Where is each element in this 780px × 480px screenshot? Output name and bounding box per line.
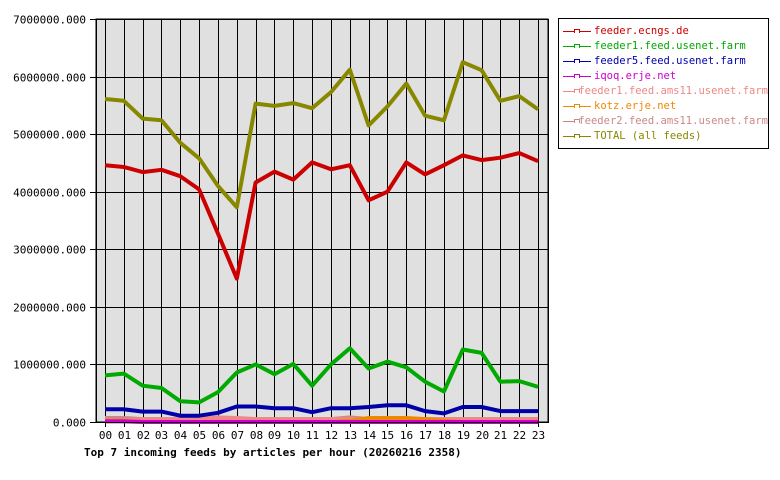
chart-title: Top 7 incoming feeds by articles per hou… xyxy=(84,446,462,459)
x-tick-label: 22 xyxy=(513,429,526,442)
legend-line-marker-icon xyxy=(563,43,591,49)
x-tick-label: 01 xyxy=(118,429,131,442)
legend-line-marker-icon xyxy=(563,88,580,94)
series-line-2 xyxy=(105,403,539,418)
legend-label: TOTAL (all feeds) xyxy=(594,129,702,142)
legend-item: iqoq.erje.net xyxy=(559,68,768,83)
legend-line-marker-icon xyxy=(563,103,591,109)
legend-line-marker-icon xyxy=(563,58,591,64)
legend-item: feeder5.feed.usenet.farm xyxy=(559,53,768,68)
legend-line-marker-icon xyxy=(563,73,591,79)
y-tick-label: 3000000.000 xyxy=(13,244,86,257)
x-tick-label: 10 xyxy=(287,429,300,442)
y-tick-label: 2000000.000 xyxy=(13,302,86,315)
legend-item: feeder1.feed.usenet.farm xyxy=(559,38,768,53)
legend-label: feeder1.feed.usenet.farm xyxy=(594,39,746,52)
plot-area xyxy=(95,18,549,423)
legend: feeder.ecngs.de feeder1.feed.usenet.farm f… xyxy=(558,18,769,149)
legend-line-marker-icon xyxy=(563,28,591,34)
series-lines xyxy=(96,19,549,424)
y-tick-label: 7000000.000 xyxy=(13,14,86,27)
x-tick-label: 23 xyxy=(532,429,545,442)
x-tick-label: 15 xyxy=(381,429,394,442)
series-line-0 xyxy=(104,151,539,281)
series-line-4 xyxy=(105,415,539,423)
x-tick-label: 07 xyxy=(231,429,244,442)
legend-item: TOTAL (all feeds) xyxy=(559,128,768,143)
x-tick-label: 06 xyxy=(212,429,225,442)
x-tick-label: 21 xyxy=(494,429,507,442)
y-tick-label: 5000000.000 xyxy=(13,129,86,142)
x-tick-label: 20 xyxy=(476,429,489,442)
x-tick-label: 09 xyxy=(268,429,281,442)
y-axis: 0.000 1000000.000 2000000.000 3000000.000 40… xyxy=(13,14,86,430)
y-tick-label: 1000000.000 xyxy=(13,359,86,372)
x-tick-label: 19 xyxy=(457,429,470,442)
legend-line-marker-icon xyxy=(563,133,591,139)
x-axis: 00 01 02 03 04 05 06 07 08 09 10 11 12 13 14 15 16 17 18 19… xyxy=(99,429,545,442)
legend-item: kotz.erje.net xyxy=(559,98,768,113)
x-tick-label: 12 xyxy=(325,429,338,442)
legend-item: feeder.ecngs.de xyxy=(559,23,768,38)
x-tick-label: 13 xyxy=(344,429,357,442)
legend-label: kotz.erje.net xyxy=(594,99,677,112)
series-line-3 xyxy=(105,419,539,424)
legend-item: feeder1.feed.ams11.usenet.farm xyxy=(559,83,768,98)
x-tick-label: 14 xyxy=(363,429,377,442)
y-tick-label: 6000000.000 xyxy=(13,72,86,85)
series-line-7 xyxy=(104,60,540,210)
x-tick-label: 17 xyxy=(419,429,432,442)
x-tick-label: 16 xyxy=(400,429,413,442)
legend-label: feeder5.feed.usenet.farm xyxy=(594,54,746,67)
x-tick-label: 05 xyxy=(193,429,206,442)
series-line-1 xyxy=(104,346,539,405)
legend-label: feeder2.feed.ams11.usenet.farm xyxy=(578,114,768,127)
legend-label: feeder1.feed.ams11.usenet.farm xyxy=(578,84,768,97)
x-tick-label: 03 xyxy=(155,429,168,442)
x-tick-label: 18 xyxy=(438,429,451,442)
legend-label: feeder.ecngs.de xyxy=(594,24,689,37)
x-tick-label: 11 xyxy=(306,429,319,442)
x-tick-label: 04 xyxy=(174,429,188,442)
y-tick-label: 4000000.000 xyxy=(13,187,86,200)
legend-item: feeder2.feed.ams11.usenet.farm xyxy=(559,113,768,128)
legend-line-marker-icon xyxy=(563,118,580,124)
x-tick-label: 02 xyxy=(137,429,150,442)
x-tick-label: 08 xyxy=(250,429,263,442)
legend-label: iqoq.erje.net xyxy=(594,69,677,82)
y-tick-label: 0.000 xyxy=(53,417,86,430)
x-tick-label: 00 xyxy=(99,429,112,442)
